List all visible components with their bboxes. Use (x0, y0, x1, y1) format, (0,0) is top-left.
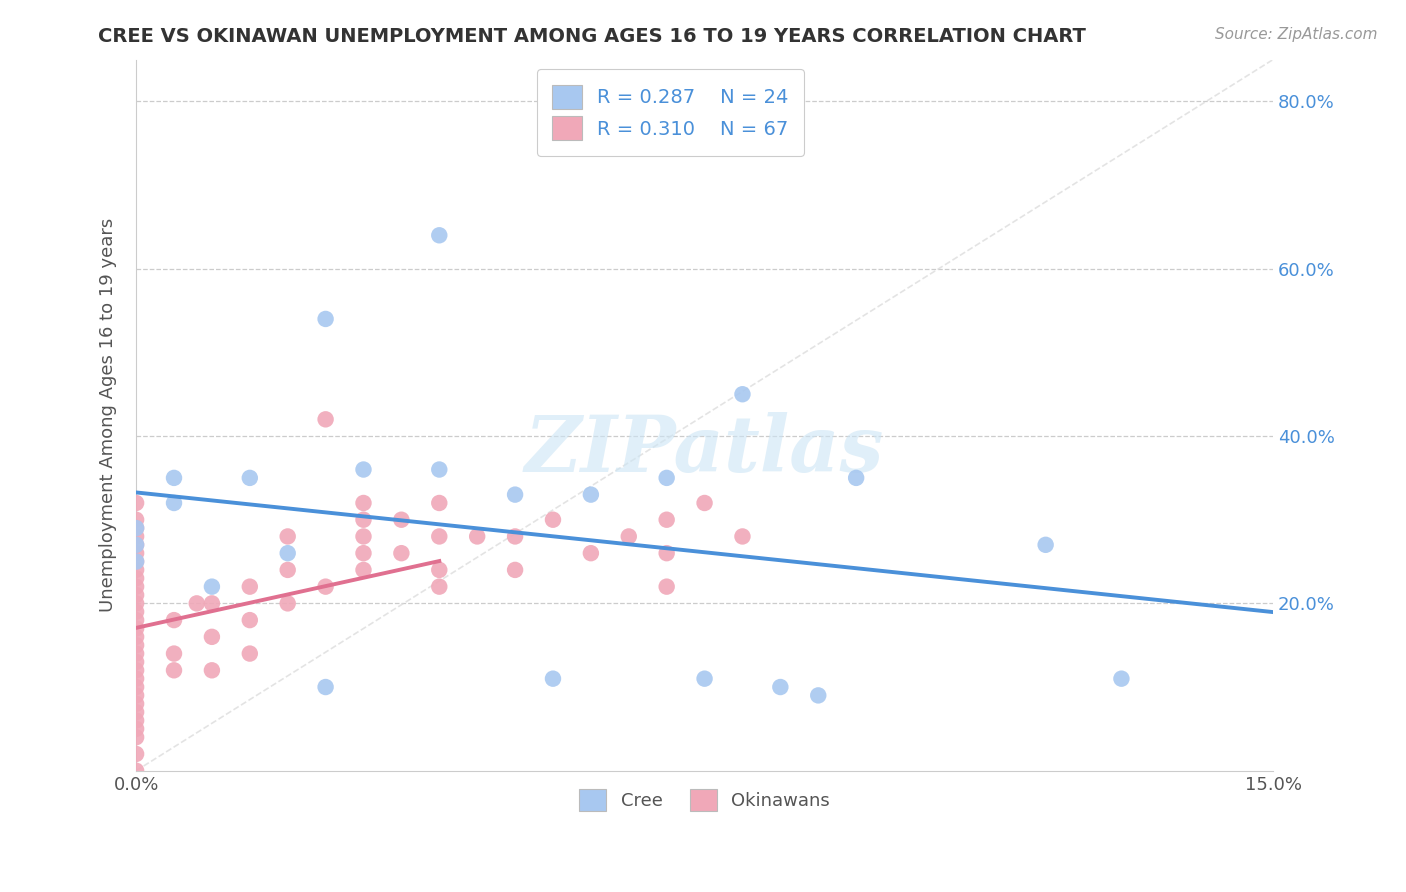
Point (807, 689, 830, 703)
Point (503, 488, 526, 502)
Point (427, 529, 450, 543)
Point (389, 513, 412, 527)
Point (125, 538, 148, 552)
Point (353, 546, 375, 560)
Point (125, 529, 148, 543)
Point (239, 580, 262, 594)
Point (541, 672, 564, 686)
Point (277, 563, 299, 577)
Point (125, 521, 148, 535)
Point (163, 663, 186, 677)
Point (353, 529, 375, 543)
Point (769, 680, 792, 694)
Text: Source: ZipAtlas.com: Source: ZipAtlas.com (1215, 27, 1378, 42)
Point (163, 647, 186, 661)
Point (731, 387, 754, 401)
Point (1035, 538, 1057, 552)
Point (163, 613, 186, 627)
Point (239, 471, 262, 485)
Point (125, 730, 148, 744)
Point (201, 580, 224, 594)
Point (427, 496, 450, 510)
Point (315, 312, 337, 326)
Point (125, 605, 148, 619)
Point (353, 462, 375, 476)
Point (353, 513, 375, 527)
Point (125, 663, 148, 677)
Point (315, 580, 337, 594)
Point (427, 580, 450, 594)
Y-axis label: Unemployment Among Ages 16 to 19 years: Unemployment Among Ages 16 to 19 years (100, 218, 117, 612)
Point (427, 563, 450, 577)
Point (125, 588, 148, 602)
Point (353, 496, 375, 510)
Point (427, 228, 450, 243)
Point (693, 672, 716, 686)
Point (239, 613, 262, 627)
Point (125, 521, 148, 535)
Point (125, 655, 148, 669)
Point (125, 546, 148, 560)
Point (503, 563, 526, 577)
Point (125, 555, 148, 569)
Text: CREE VS OKINAWAN UNEMPLOYMENT AMONG AGES 16 TO 19 YEARS CORRELATION CHART: CREE VS OKINAWAN UNEMPLOYMENT AMONG AGES… (98, 27, 1087, 45)
Point (125, 705, 148, 719)
Point (186, 596, 208, 610)
Point (125, 563, 148, 577)
Point (125, 689, 148, 703)
Point (353, 563, 375, 577)
Point (125, 596, 148, 610)
Point (277, 546, 299, 560)
Point (125, 622, 148, 636)
Point (277, 596, 299, 610)
Point (465, 529, 488, 543)
Point (655, 580, 678, 594)
Point (125, 764, 148, 778)
Point (579, 488, 602, 502)
Point (579, 546, 602, 560)
Point (731, 529, 754, 543)
Point (655, 471, 678, 485)
Text: ZIPatlas: ZIPatlas (524, 412, 884, 489)
Point (125, 747, 148, 761)
Point (389, 546, 412, 560)
Point (845, 471, 868, 485)
Point (125, 630, 148, 644)
Point (163, 496, 186, 510)
Point (315, 680, 337, 694)
Point (125, 513, 148, 527)
Point (125, 496, 148, 510)
Point (617, 529, 640, 543)
Point (201, 630, 224, 644)
Point (125, 613, 148, 627)
Point (125, 672, 148, 686)
Point (1111, 672, 1133, 686)
Point (163, 471, 186, 485)
Point (125, 538, 148, 552)
Point (201, 596, 224, 610)
Point (655, 513, 678, 527)
Point (315, 412, 337, 426)
Point (201, 663, 224, 677)
Point (503, 529, 526, 543)
Point (125, 647, 148, 661)
Point (239, 647, 262, 661)
Point (125, 638, 148, 652)
Point (125, 571, 148, 585)
Point (125, 714, 148, 728)
Point (655, 546, 678, 560)
Point (125, 580, 148, 594)
Point (125, 697, 148, 711)
Point (541, 513, 564, 527)
Point (277, 529, 299, 543)
Point (125, 680, 148, 694)
Legend: Cree, Okinawans: Cree, Okinawans (565, 775, 845, 826)
Point (427, 462, 450, 476)
Point (125, 722, 148, 736)
Point (125, 555, 148, 569)
Point (693, 496, 716, 510)
